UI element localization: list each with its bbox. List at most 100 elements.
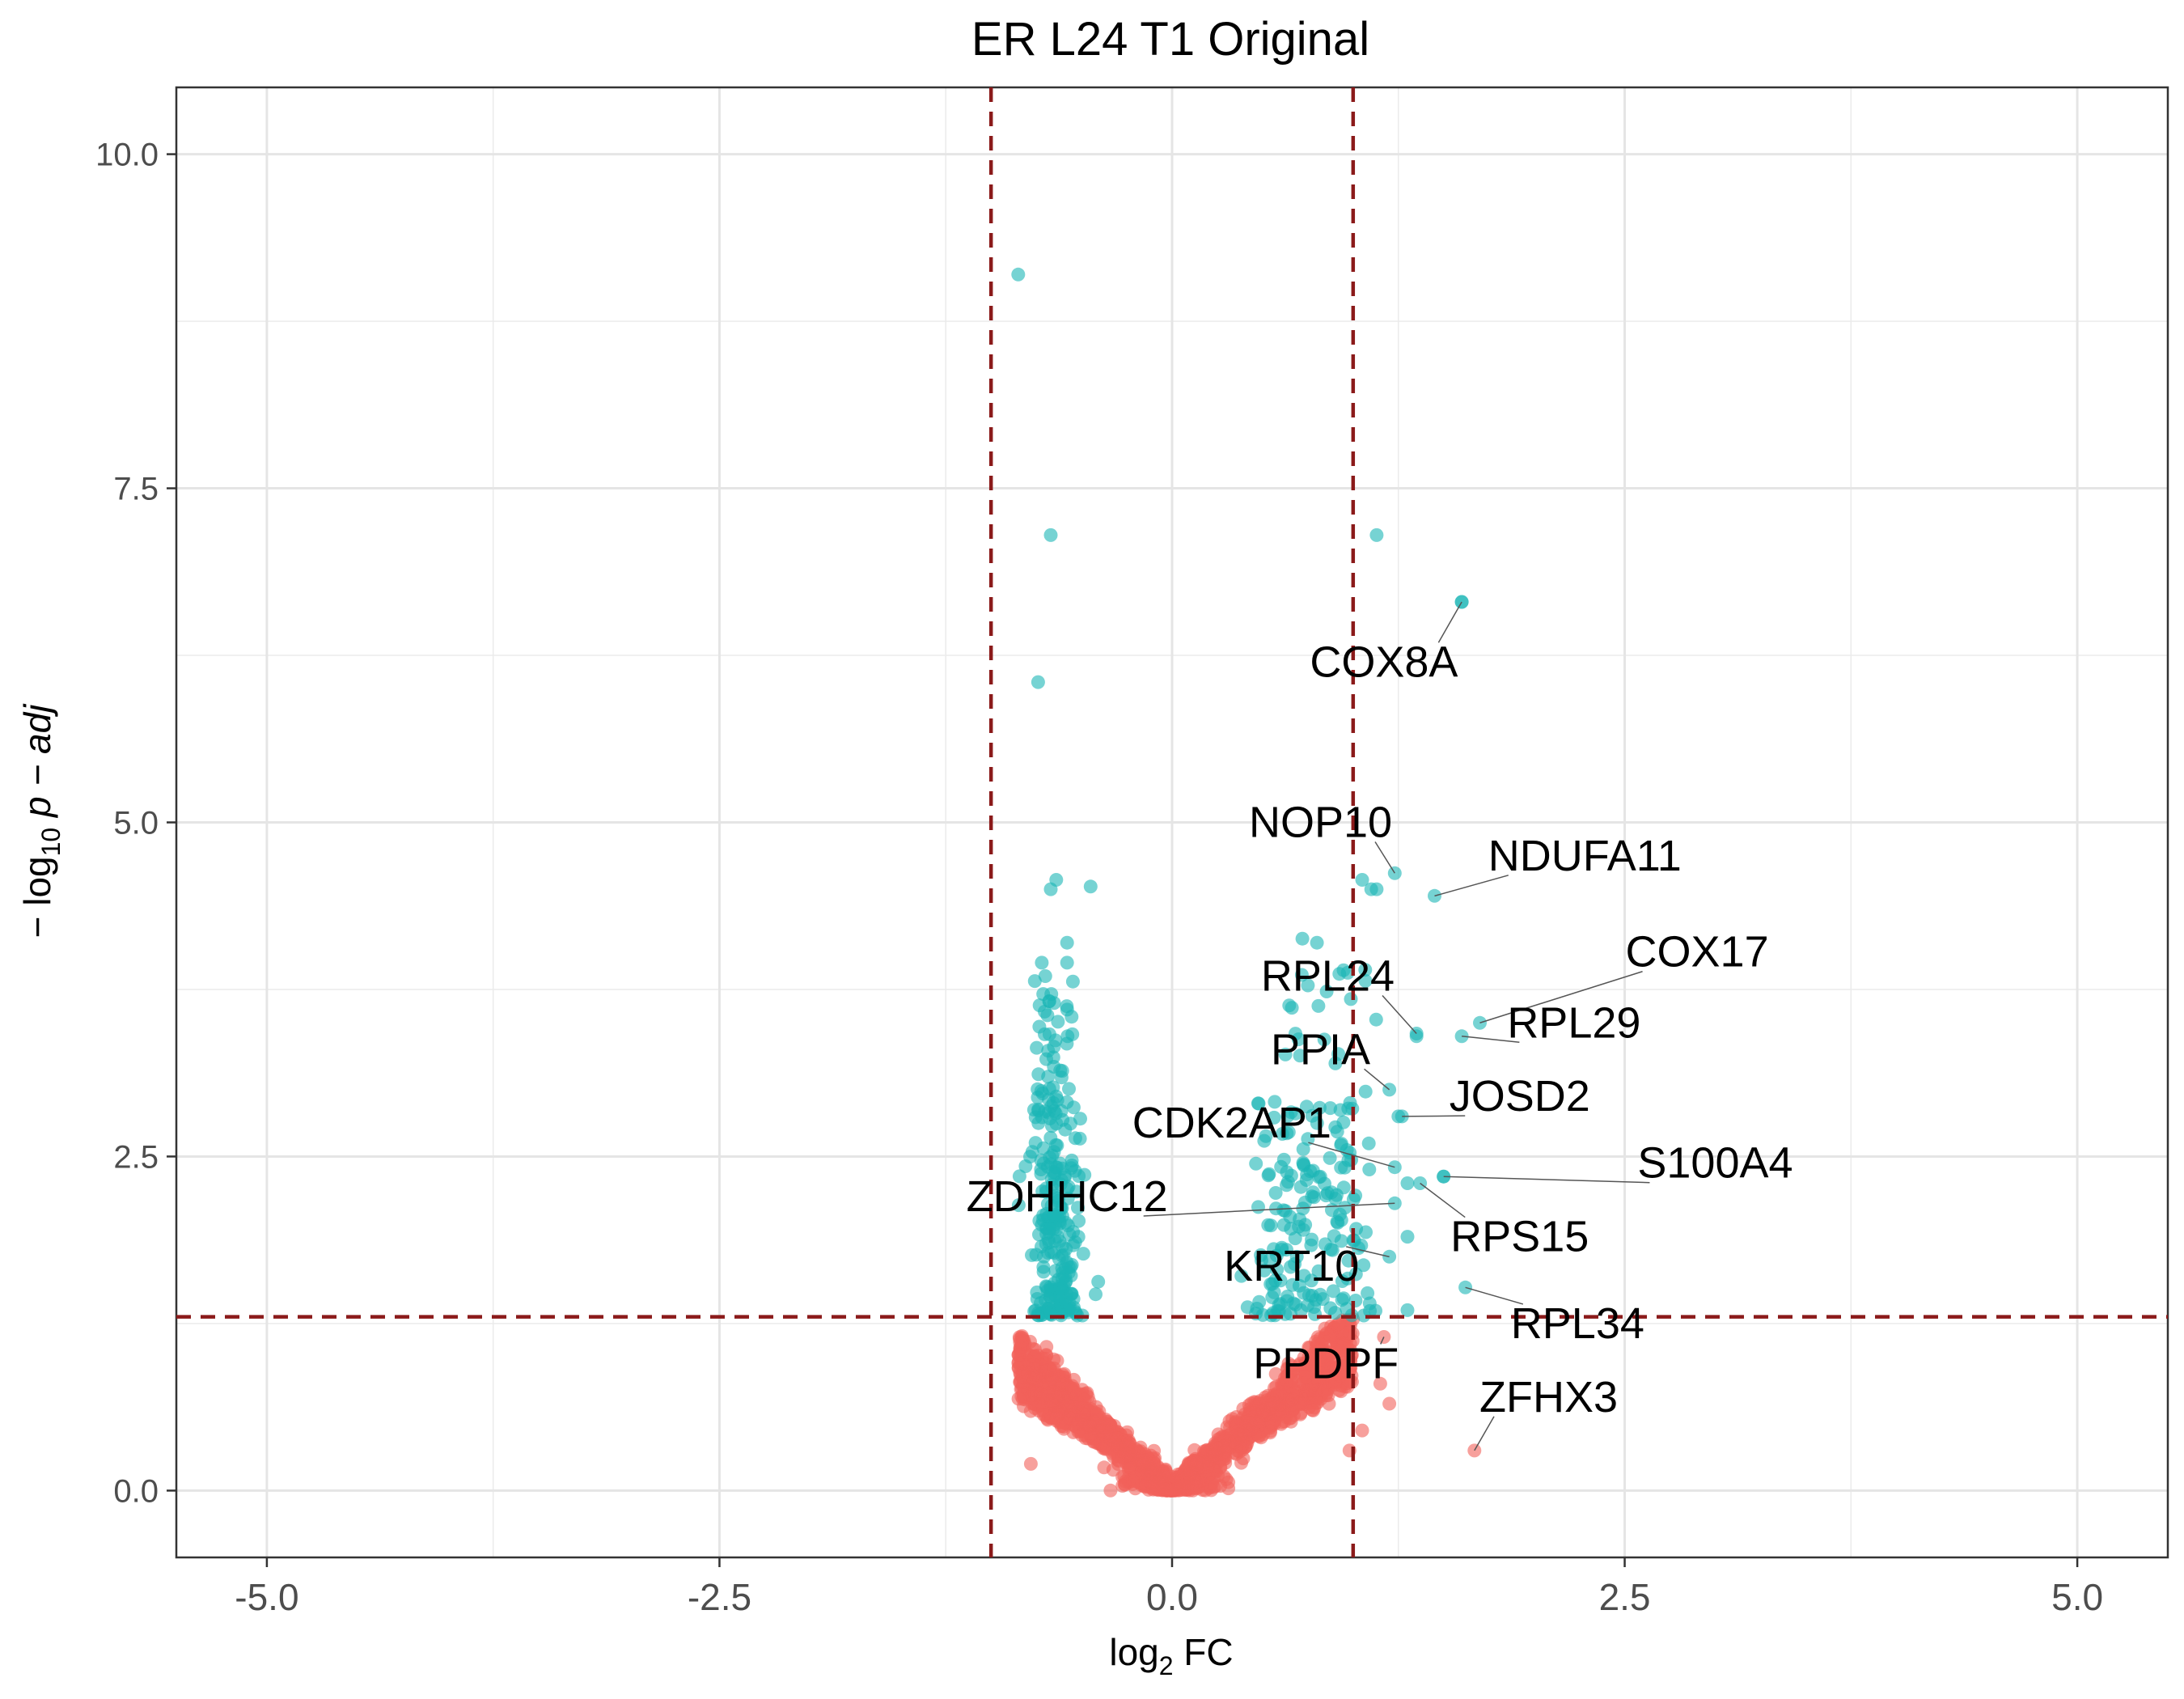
data-point: [1115, 1469, 1130, 1484]
gene-label: NOP10: [1249, 799, 1392, 847]
data-point: [1012, 1169, 1026, 1184]
data-point: [1076, 1247, 1090, 1261]
data-point: [1395, 1109, 1409, 1124]
data-point: [1323, 1150, 1337, 1165]
data-point: [1328, 1306, 1342, 1320]
data-point: [1282, 998, 1297, 1013]
data-point: [1302, 1288, 1316, 1303]
data-point: [1355, 873, 1369, 887]
data-point: [1319, 985, 1334, 998]
data-point: [1034, 1163, 1048, 1176]
data-point: [1045, 1148, 1060, 1163]
data-point: [1357, 1258, 1371, 1273]
data-point: [1236, 1401, 1251, 1416]
data-point: [1064, 1010, 1079, 1024]
data-point: [1064, 1287, 1079, 1301]
data-point: [1358, 973, 1373, 988]
data-point: [1369, 527, 1384, 542]
data-point: [1306, 1185, 1320, 1200]
gene-label: NDUFA11: [1488, 832, 1682, 880]
gene-label: COX8A: [1310, 638, 1458, 686]
data-point: [1027, 974, 1042, 989]
data-point: [1023, 1150, 1037, 1164]
data-point: [1275, 1243, 1289, 1257]
label-leader-line: [1434, 875, 1509, 897]
data-point: [1278, 1047, 1293, 1061]
data-point: [1029, 1248, 1043, 1262]
data-point: [1268, 1366, 1283, 1381]
data-point: [1089, 1287, 1103, 1302]
label-leader-line: [1380, 1337, 1385, 1345]
data-point: [1329, 1188, 1344, 1202]
label-leader-line: [1308, 1142, 1395, 1168]
data-point: [1232, 1444, 1246, 1459]
data-point: [1075, 1407, 1090, 1421]
data-point: [1333, 1207, 1347, 1222]
label-leader-line: [1437, 601, 1462, 643]
data-point: [1066, 1100, 1081, 1115]
data-point: [1051, 1015, 1065, 1029]
data-point: [1071, 1201, 1085, 1215]
data-point: [1348, 1188, 1363, 1203]
data-point: [1026, 1341, 1040, 1356]
data-point: [1069, 1184, 1084, 1199]
data-point: [1062, 1227, 1077, 1242]
data-point: [1301, 978, 1315, 993]
data-point: [1467, 1443, 1482, 1458]
data-point: [1046, 1080, 1060, 1095]
data-point: [1038, 969, 1052, 983]
data-point: [1057, 1393, 1072, 1408]
label-leader-line: [1479, 971, 1643, 1023]
data-point: [1132, 1476, 1145, 1489]
data-point: [1294, 968, 1309, 982]
data-point: [1032, 998, 1047, 1013]
data-point: [1373, 1376, 1387, 1391]
data-point: [1261, 1218, 1276, 1232]
data-point: [1271, 1303, 1285, 1318]
data-point: [1094, 1433, 1107, 1447]
data-point: [1234, 1269, 1249, 1283]
data-point: [1254, 1248, 1268, 1262]
chart-title: ER L24 T1 Original: [971, 13, 1369, 66]
data-point: [1031, 675, 1045, 689]
x-tick-label: -2.5: [688, 1576, 751, 1618]
gene-label: PPIA: [1271, 1025, 1370, 1074]
data-point: [1284, 1222, 1298, 1236]
gene-label: ZDHHC12: [967, 1172, 1168, 1221]
data-point: [1042, 1225, 1056, 1239]
gene-label: RPS15: [1450, 1213, 1589, 1261]
data-point: [1317, 1345, 1331, 1360]
data-point: [1212, 1441, 1225, 1455]
data-point: [1023, 1456, 1038, 1471]
data-point: [1064, 1153, 1079, 1167]
data-point: [1048, 1160, 1063, 1175]
data-point: [1400, 1176, 1415, 1190]
data-point: [1286, 1296, 1301, 1311]
data-point: [1270, 1262, 1285, 1277]
data-point: [1035, 1110, 1049, 1125]
data-point: [1382, 1083, 1397, 1097]
data-point: [1341, 1362, 1356, 1377]
data-point: [1355, 1423, 1369, 1438]
y-axis-title: − log10 p − adj: [16, 703, 66, 938]
data-point: [1091, 1274, 1106, 1289]
data-point: [1228, 1415, 1242, 1430]
data-point: [1293, 1180, 1308, 1194]
data-point: [1362, 1163, 1377, 1176]
gene-label: KRT10: [1224, 1242, 1359, 1290]
data-point: [1158, 1482, 1172, 1497]
data-point: [1267, 1110, 1281, 1125]
data-point: [1296, 1142, 1310, 1156]
data-point: [1097, 1460, 1111, 1475]
data-point: [1021, 1354, 1035, 1369]
data-point: [1358, 1084, 1373, 1099]
data-point: [1428, 888, 1441, 903]
label-leader-line: [1420, 1182, 1466, 1218]
data-point: [1039, 1388, 1053, 1402]
gene-label: PPDPF: [1253, 1339, 1399, 1388]
data-point: [1257, 1263, 1272, 1277]
data-point: [1298, 1369, 1313, 1383]
data-point: [1296, 1155, 1310, 1170]
data-point: [1289, 1106, 1303, 1121]
